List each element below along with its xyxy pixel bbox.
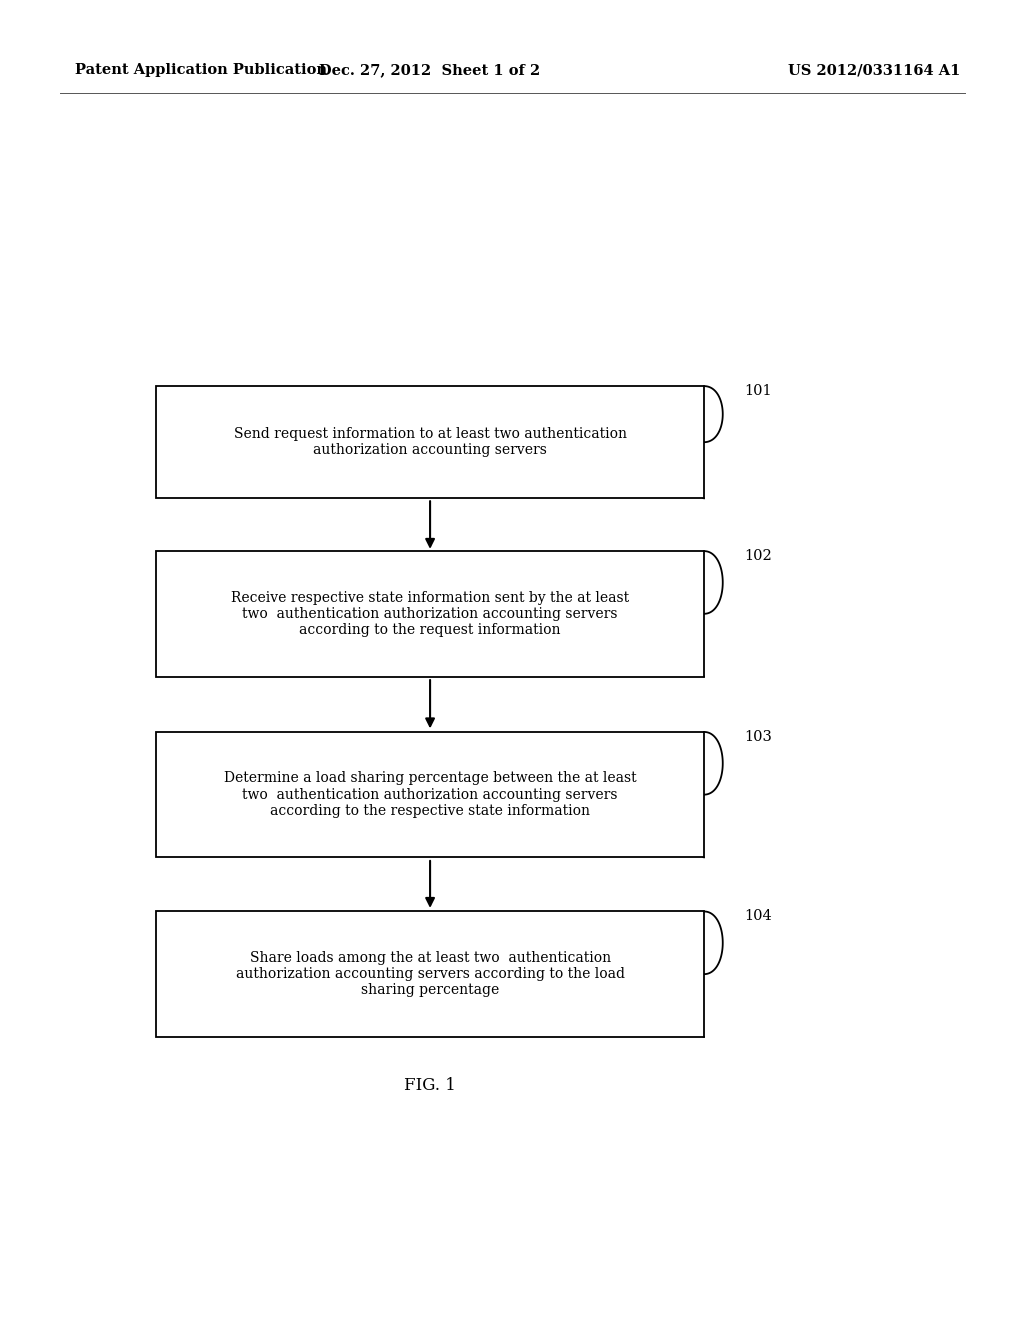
Bar: [156, 552, 705, 676]
Bar: [156, 911, 705, 1038]
Text: 103: 103: [744, 730, 772, 744]
Bar: [156, 731, 705, 858]
Text: Send request information to at least two authentication
authorization accounting: Send request information to at least two…: [233, 428, 627, 457]
Text: 104: 104: [744, 909, 772, 924]
Text: Share loads among the at least two  authentication
authorization accounting serv: Share loads among the at least two authe…: [236, 950, 625, 998]
Bar: [156, 385, 705, 498]
Text: 102: 102: [744, 549, 772, 564]
Text: FIG. 1: FIG. 1: [404, 1077, 456, 1093]
Text: Determine a load sharing percentage between the at least
two  authentication aut: Determine a load sharing percentage betw…: [224, 771, 636, 818]
Text: Dec. 27, 2012  Sheet 1 of 2: Dec. 27, 2012 Sheet 1 of 2: [319, 63, 541, 77]
Text: US 2012/0331164 A1: US 2012/0331164 A1: [787, 63, 961, 77]
Text: Receive respective state information sent by the at least
two  authentication au: Receive respective state information sen…: [231, 590, 629, 638]
Text: 101: 101: [744, 384, 772, 399]
Text: Patent Application Publication: Patent Application Publication: [75, 63, 327, 77]
